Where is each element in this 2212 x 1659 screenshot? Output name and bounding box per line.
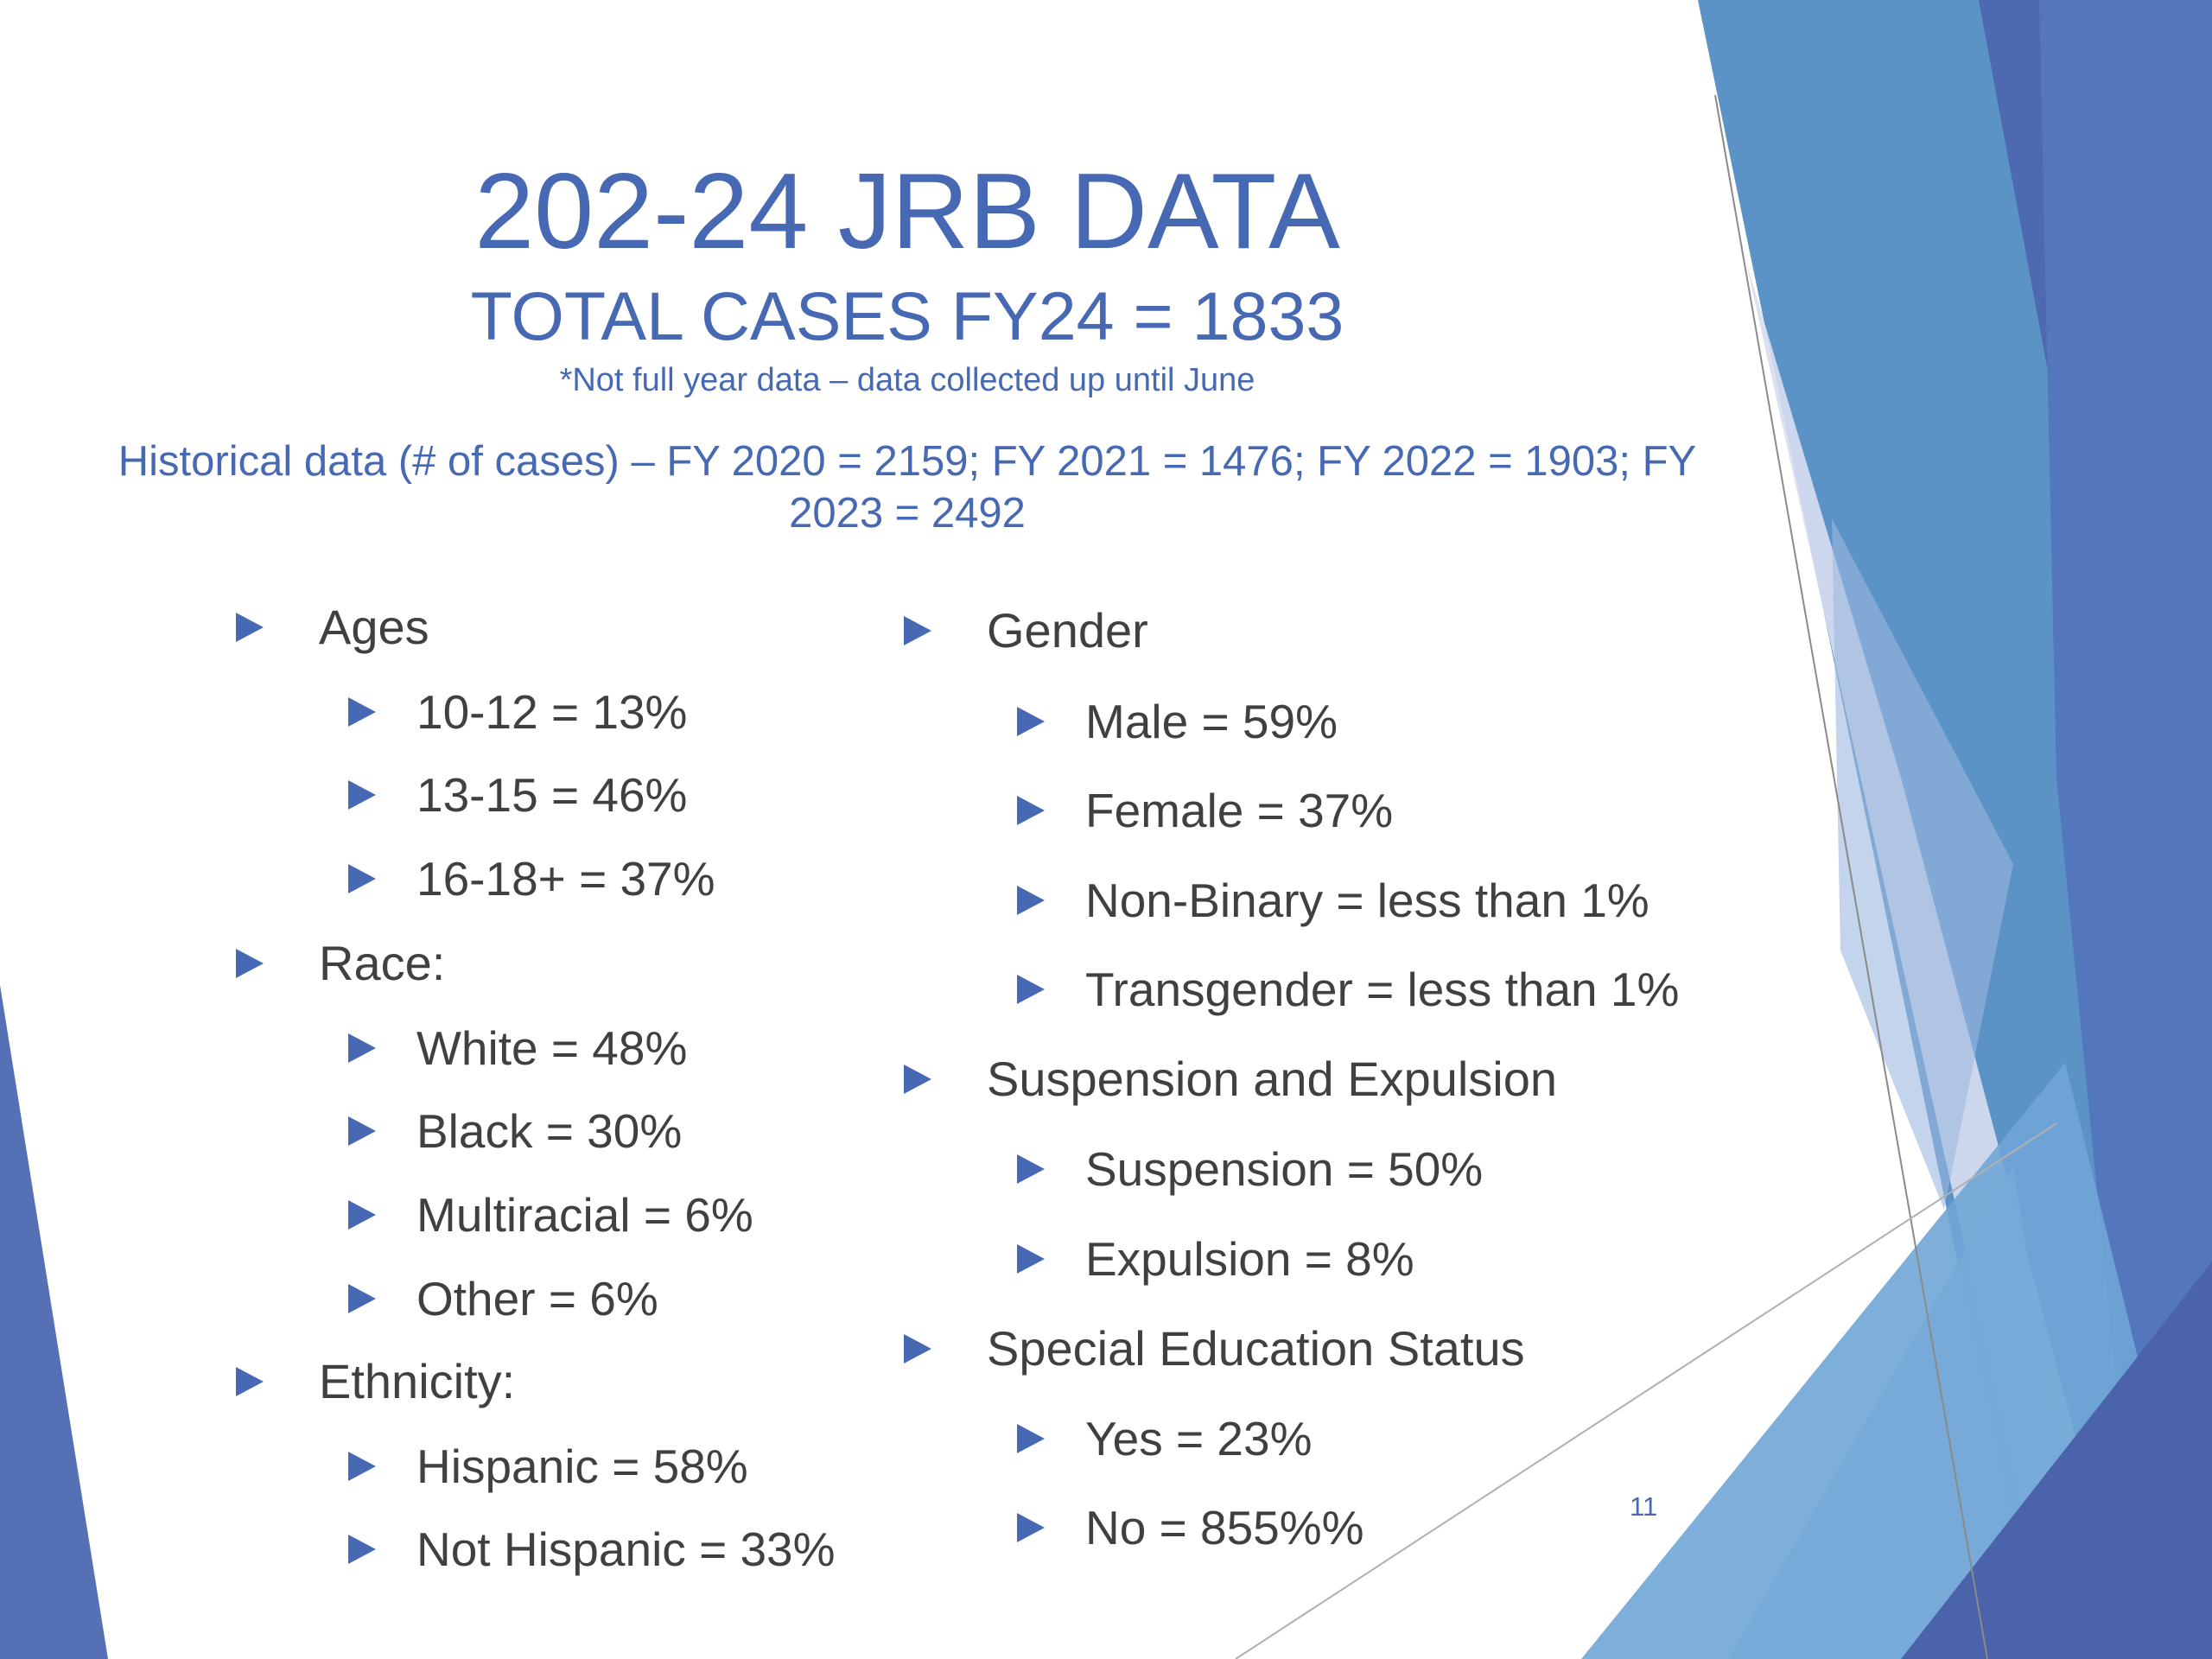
bullet-triangle-icon (904, 616, 931, 646)
list-item: Suspension = 50% (1017, 1141, 1483, 1198)
bullet-heading: Ages (319, 600, 429, 654)
bullet-triangle-icon (1017, 886, 1045, 916)
bullet-triangle-icon (904, 1334, 931, 1364)
bullet-text: 16-18+ = 37% (416, 852, 715, 906)
bullet-text: No = 855%% (1085, 1501, 1364, 1554)
list-item: Ethnicity: (236, 1353, 515, 1410)
list-item: Special Education Status (904, 1320, 1525, 1377)
list-item: 16-18+ = 37% (348, 850, 715, 907)
bullet-text: Non-Binary = less than 1% (1085, 874, 1649, 927)
page-number: 11 (1630, 1491, 1658, 1522)
bullet-triangle-icon (1017, 1154, 1045, 1185)
list-item: Black = 30% (348, 1103, 682, 1160)
bullet-text: Suspension = 50% (1085, 1142, 1484, 1196)
bullet-triangle-icon (348, 697, 376, 728)
list-item: Gender (904, 602, 1148, 659)
list-item: 10-12 = 13% (348, 683, 687, 741)
bullet-text: Male = 59% (1085, 695, 1338, 748)
bullet-text: Yes = 23% (1085, 1412, 1313, 1465)
bullet-triangle-icon (348, 1535, 376, 1565)
bullet-triangle-icon (348, 1284, 376, 1314)
slide-subtitle: TOTAL CASES FY24 = 1833 (470, 277, 1344, 354)
list-item: Not Hispanic = 33% (348, 1521, 836, 1578)
bullet-text: 10-12 = 13% (416, 685, 688, 739)
deco-line-diagonal (1235, 1122, 2057, 1659)
list-item: Non-Binary = less than 1% (1017, 872, 1649, 929)
bullet-triangle-icon (236, 949, 264, 979)
bullet-triangle-icon (1017, 1244, 1045, 1274)
bullet-text: Hispanic = 58% (416, 1440, 748, 1493)
list-item: No = 855%% (1017, 1499, 1364, 1556)
list-item: Male = 59% (1017, 693, 1338, 750)
list-item: Ages (236, 599, 429, 656)
deco-panel-left (0, 985, 108, 1659)
list-item: Suspension and Expulsion (904, 1051, 1557, 1108)
list-item: White = 48% (348, 1020, 687, 1077)
list-item: Other = 6% (348, 1270, 658, 1327)
bullet-triangle-icon (1017, 796, 1045, 826)
bullet-triangle-icon (1017, 975, 1045, 1005)
bullet-triangle-icon (1017, 1424, 1045, 1454)
list-item: Race: (236, 935, 445, 992)
bullet-text: Transgender = less than 1% (1085, 963, 1680, 1016)
bullet-text: Expulsion = 8% (1085, 1232, 1414, 1286)
bullet-text: White = 48% (416, 1021, 688, 1075)
slide-title: 202-24 JRB DATA (474, 152, 1340, 271)
bullet-triangle-icon (1017, 707, 1045, 737)
deco-panel-blue (2039, 0, 2212, 1659)
deco-panel-lightblue (1832, 518, 2013, 1210)
bullet-text: Not Hispanic = 33% (416, 1522, 836, 1576)
footnote: *Not full year data – data collected up … (559, 362, 1255, 398)
deco-panel-navy-bottom (1901, 1262, 2212, 1659)
list-item: Yes = 23% (1017, 1410, 1313, 1467)
list-item: Female = 37% (1017, 782, 1393, 839)
bullet-text: 13-15 = 46% (416, 768, 688, 822)
bullet-heading: Special Education Status (987, 1321, 1525, 1376)
list-item: Hispanic = 58% (348, 1438, 748, 1495)
bullet-triangle-icon (236, 1367, 264, 1397)
bullet-triangle-icon (348, 864, 376, 894)
bullet-triangle-icon (1017, 1513, 1045, 1543)
list-item: 13-15 = 46% (348, 766, 687, 823)
bullet-text: Multiracial = 6% (416, 1188, 753, 1242)
bullet-heading: Suspension and Expulsion (987, 1052, 1558, 1106)
bullet-triangle-icon (348, 1452, 376, 1482)
bullet-heading: Gender (987, 603, 1148, 658)
list-item: Transgender = less than 1% (1017, 961, 1679, 1018)
list-item: Multiracial = 6% (348, 1186, 753, 1243)
bullet-triangle-icon (348, 1116, 376, 1147)
bullet-triangle-icon (348, 1033, 376, 1064)
bullet-triangle-icon (236, 613, 264, 643)
bullet-triangle-icon (348, 1200, 376, 1230)
list-item: Expulsion = 8% (1017, 1230, 1414, 1287)
bullet-text: Other = 6% (416, 1272, 658, 1325)
bullet-heading: Ethnicity: (319, 1354, 516, 1408)
historical-data: Historical data (# of cases) – FY 2020 =… (118, 438, 1697, 537)
bullet-triangle-icon (348, 780, 376, 810)
bullet-text: Female = 37% (1085, 784, 1394, 837)
bullet-triangle-icon (904, 1065, 931, 1095)
bullet-heading: Race: (319, 936, 446, 990)
deco-line-vertical (1714, 94, 1988, 1659)
bullet-text: Black = 30% (416, 1104, 683, 1158)
